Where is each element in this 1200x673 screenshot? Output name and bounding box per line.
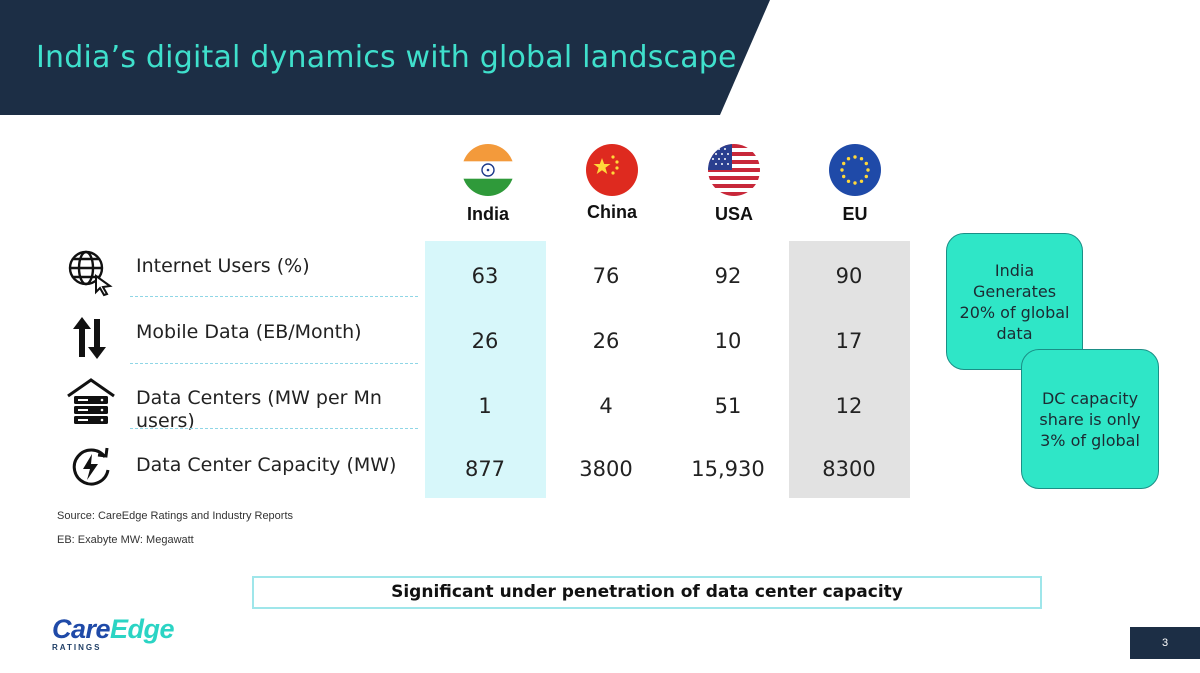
callout-text: India Generates 20% of global data	[959, 260, 1070, 343]
china-flag-icon	[586, 144, 638, 196]
careedge-logo: CareEdge RATINGS	[52, 614, 175, 652]
country-label-india: India	[466, 204, 509, 224]
page-title: India’s digital dynamics with global lan…	[36, 40, 737, 75]
power-cycle-icon	[64, 440, 118, 494]
cell-internet-china: 76	[592, 264, 620, 288]
row-label-mobile-data: Mobile Data (EB/Month)	[136, 321, 362, 343]
cell-capacity-eu: 8300	[822, 457, 876, 481]
eu-flag-icon	[829, 144, 881, 196]
row-divider	[130, 428, 418, 429]
up-down-arrows-icon	[64, 311, 118, 365]
key-takeaway-banner: Significant under penetration of data ce…	[252, 576, 1042, 609]
row-divider	[130, 363, 418, 364]
cell-capacity-usa: 15,930	[691, 457, 765, 481]
country-label-eu: EU	[842, 204, 868, 224]
cell-internet-india: 63	[471, 264, 499, 288]
cell-datacenters-china: 4	[599, 394, 613, 418]
country-label-china: China	[586, 202, 637, 222]
india-flag-icon	[462, 144, 514, 196]
abbreviation-note: EB: Exabyte MW: Megawatt	[57, 534, 194, 546]
header-band	[0, 0, 1200, 115]
cell-mobile-india: 26	[471, 329, 499, 353]
cell-capacity-india: 877	[464, 457, 506, 481]
country-label-usa: USA	[714, 204, 753, 224]
cell-datacenters-usa: 51	[714, 394, 742, 418]
cell-datacenters-eu: 12	[835, 394, 863, 418]
server-rack-icon	[64, 376, 118, 430]
row-divider	[130, 296, 418, 297]
cell-mobile-usa: 10	[714, 329, 742, 353]
row-label-internet-users: Internet Users (%)	[136, 255, 310, 277]
callout-india-global-data: India Generates 20% of global data	[946, 233, 1083, 370]
logo-subtitle: RATINGS	[52, 643, 102, 652]
page-number: 3	[1130, 627, 1200, 659]
callout-text: DC capacity share is only 3% of global	[1039, 388, 1141, 450]
callout-dc-capacity-share: DC capacity share is only 3% of global	[1021, 349, 1159, 489]
row-label-dc-capacity: Data Center Capacity (MW)	[136, 454, 397, 476]
india-column-highlight	[425, 241, 546, 498]
cell-datacenters-india: 1	[478, 394, 492, 418]
cell-internet-eu: 90	[835, 264, 863, 288]
source-note: Source: CareEdge Ratings and Industry Re…	[57, 510, 294, 522]
row-label-data-centers: Data Centers (MW per Mn users)	[136, 387, 382, 432]
logo-wordmark: CareEdge	[52, 614, 175, 644]
eu-column-highlight	[789, 241, 910, 498]
cell-mobile-eu: 17	[835, 329, 863, 353]
cell-capacity-china: 3800	[579, 457, 633, 481]
globe-cursor-icon	[64, 246, 118, 300]
cell-mobile-china: 26	[592, 329, 620, 353]
cell-internet-usa: 92	[714, 264, 742, 288]
usa-flag-icon	[708, 144, 760, 196]
